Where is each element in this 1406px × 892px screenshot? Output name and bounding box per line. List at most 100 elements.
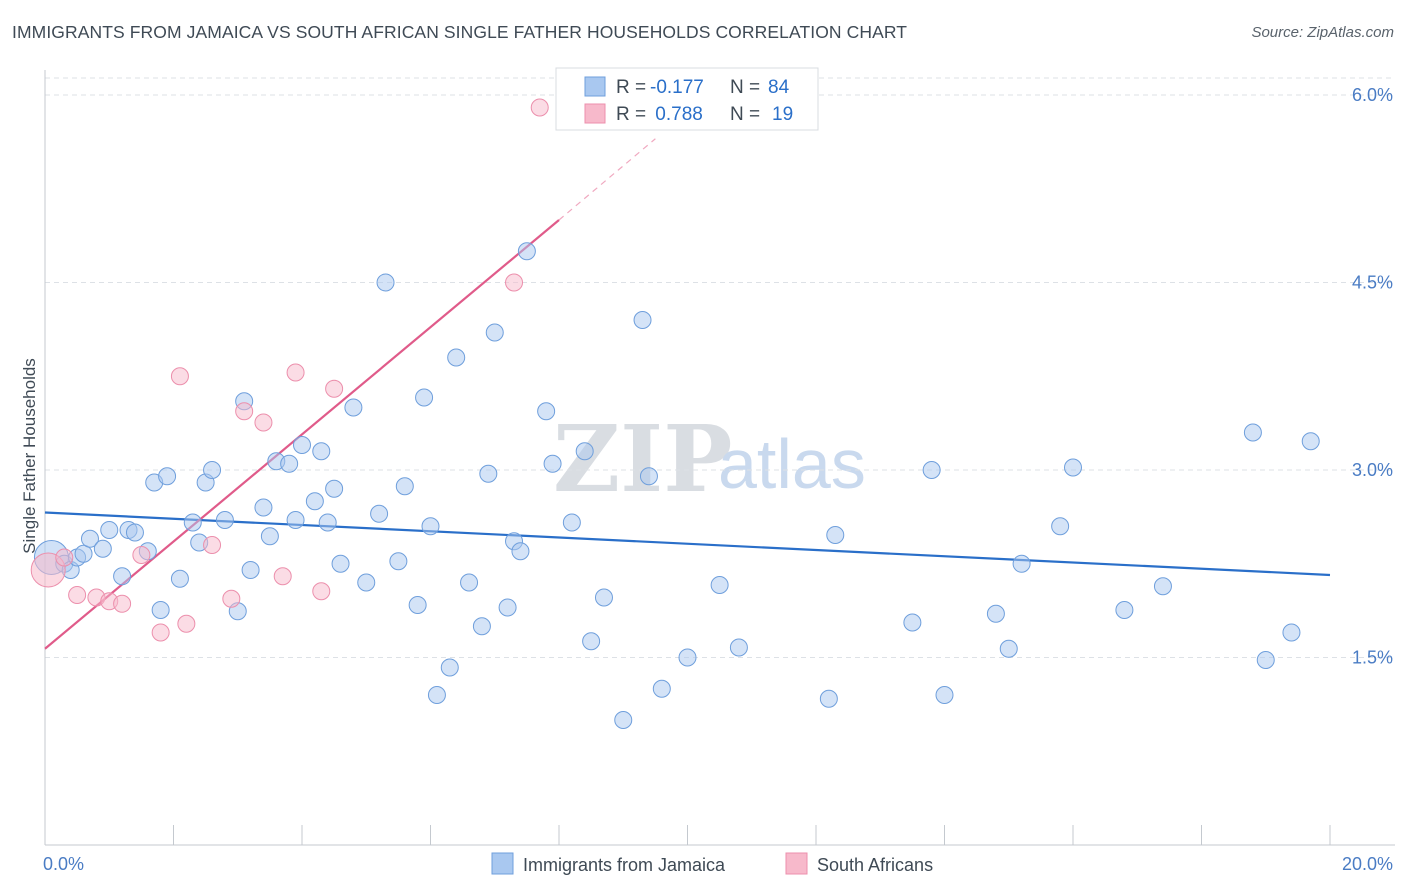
x-tick-labels: 0.0% 20.0% [43,854,1393,874]
south-africans-point [203,536,222,554]
jamaica-point [575,442,594,461]
jamaica-point [370,504,389,523]
jamaica-point [678,648,697,667]
legend-label-south-africans: South Africans [817,855,933,875]
jamaica-point [215,511,234,529]
jamaica-point [639,467,658,486]
watermark-zip: ZIP [553,405,732,513]
jamaica-point [389,552,408,571]
jamaica-point [935,686,954,704]
stats-legend-n-label-1: N = [730,77,760,98]
jamaica-point [286,511,305,529]
south-africans-point [177,614,196,633]
jamaica-point [318,513,337,532]
jamaica-point [826,526,845,544]
legend-label-jamaica: Immigrants from Jamaica [523,855,726,875]
jamaica-point [562,513,581,532]
jamaica-point [594,588,613,607]
bottom-legend: Immigrants from Jamaica South Africans [491,852,933,875]
legend-swatch-jamaica [491,852,514,875]
jamaica-point [1282,623,1301,642]
south-africans-point [55,548,74,567]
stats-legend-n-value-2: 19 [772,104,793,125]
jamaica-point [537,402,556,421]
jamaica-point [1064,458,1082,477]
jamaica-point [312,442,331,461]
source-label: Source: ZipAtlas.com [1251,24,1394,41]
jamaica-point [260,527,279,546]
jamaica-point [125,523,144,542]
south-africans-point [273,567,292,586]
jamaica-point [1012,554,1031,573]
jamaica-point [421,517,440,536]
south-africans-point [235,402,254,421]
jamaica-point [903,613,922,632]
jamaica-point [729,638,748,657]
jamaica-point [408,596,427,614]
jamaica-point [440,658,459,677]
scatter-points [30,98,1320,729]
stats-legend-r-value-1: -0.177 [650,77,704,98]
south-africans-trend-extension [558,138,656,221]
jamaica-point [241,561,260,579]
south-africans-point [254,413,273,432]
jamaica-point [305,492,324,511]
jamaica-point [472,617,491,636]
stats-legend-pink-swatch [584,103,606,124]
south-africans-point [68,586,87,604]
stats-legend-r-label-1: R = [616,77,646,98]
jamaica-point [100,521,119,539]
jamaica-point [710,576,729,594]
jamaica-point [633,311,652,329]
jamaica-point [498,598,517,617]
jamaica-point [479,464,498,483]
jamaica-point [460,573,479,592]
stats-legend: R = -0.177 N = 84 R = 0.788 N = 19 [555,67,819,131]
south-africans-point [286,363,305,382]
jamaica-point [183,513,202,532]
jamaica-point [395,477,414,496]
jamaica-point [1301,432,1320,451]
jamaica-point [922,461,941,479]
jamaica-point [293,436,311,454]
jamaica-point [1153,577,1172,596]
jamaica-point [74,544,93,563]
axes [44,70,1395,846]
jamaica-point [357,573,376,592]
jamaica-point [280,454,299,473]
jamaica-point [999,639,1018,658]
trend-lines [44,138,1331,650]
jamaica-point [325,479,344,498]
jamaica-point [151,601,170,619]
south-africans-point [170,367,189,386]
jamaica-point [543,454,562,473]
jamaica-point [80,529,99,548]
south-africans-point [113,594,132,613]
stats-legend-r-value-2: 0.788 [650,104,703,125]
jamaica-point [113,567,132,586]
legend-swatch-south-africans [785,852,808,875]
y-tick-label: 1.5% [1352,648,1393,668]
jamaica-point [511,542,530,561]
jamaica-point [331,554,350,573]
jamaica-point [986,604,1005,623]
stats-legend-n-value-1: 84 [768,77,790,98]
page-title: IMMIGRANTS FROM JAMAICA VS SOUTH AFRICAN… [12,22,908,42]
x-tick-label: 0.0% [43,854,84,874]
y-tick-label: 6.0% [1352,85,1393,105]
jamaica-point [1243,423,1262,442]
jamaica-point [170,569,189,588]
y-tick-labels: 1.5% 3.0% 4.5% 6.0% [1352,85,1393,668]
jamaica-point [1115,601,1134,619]
jamaica-point [447,348,466,367]
jamaica-point [819,689,838,708]
jamaica-trend-line [44,511,1331,577]
x-tick-label: 20.0% [1342,854,1393,874]
jamaica-point [415,388,434,407]
south-africans-point [312,582,331,601]
watermark-atlas: atlas [718,425,866,503]
jamaica-point [203,461,222,479]
south-africans-point [505,273,524,292]
y-axis-title: Single Father Households [20,358,39,554]
